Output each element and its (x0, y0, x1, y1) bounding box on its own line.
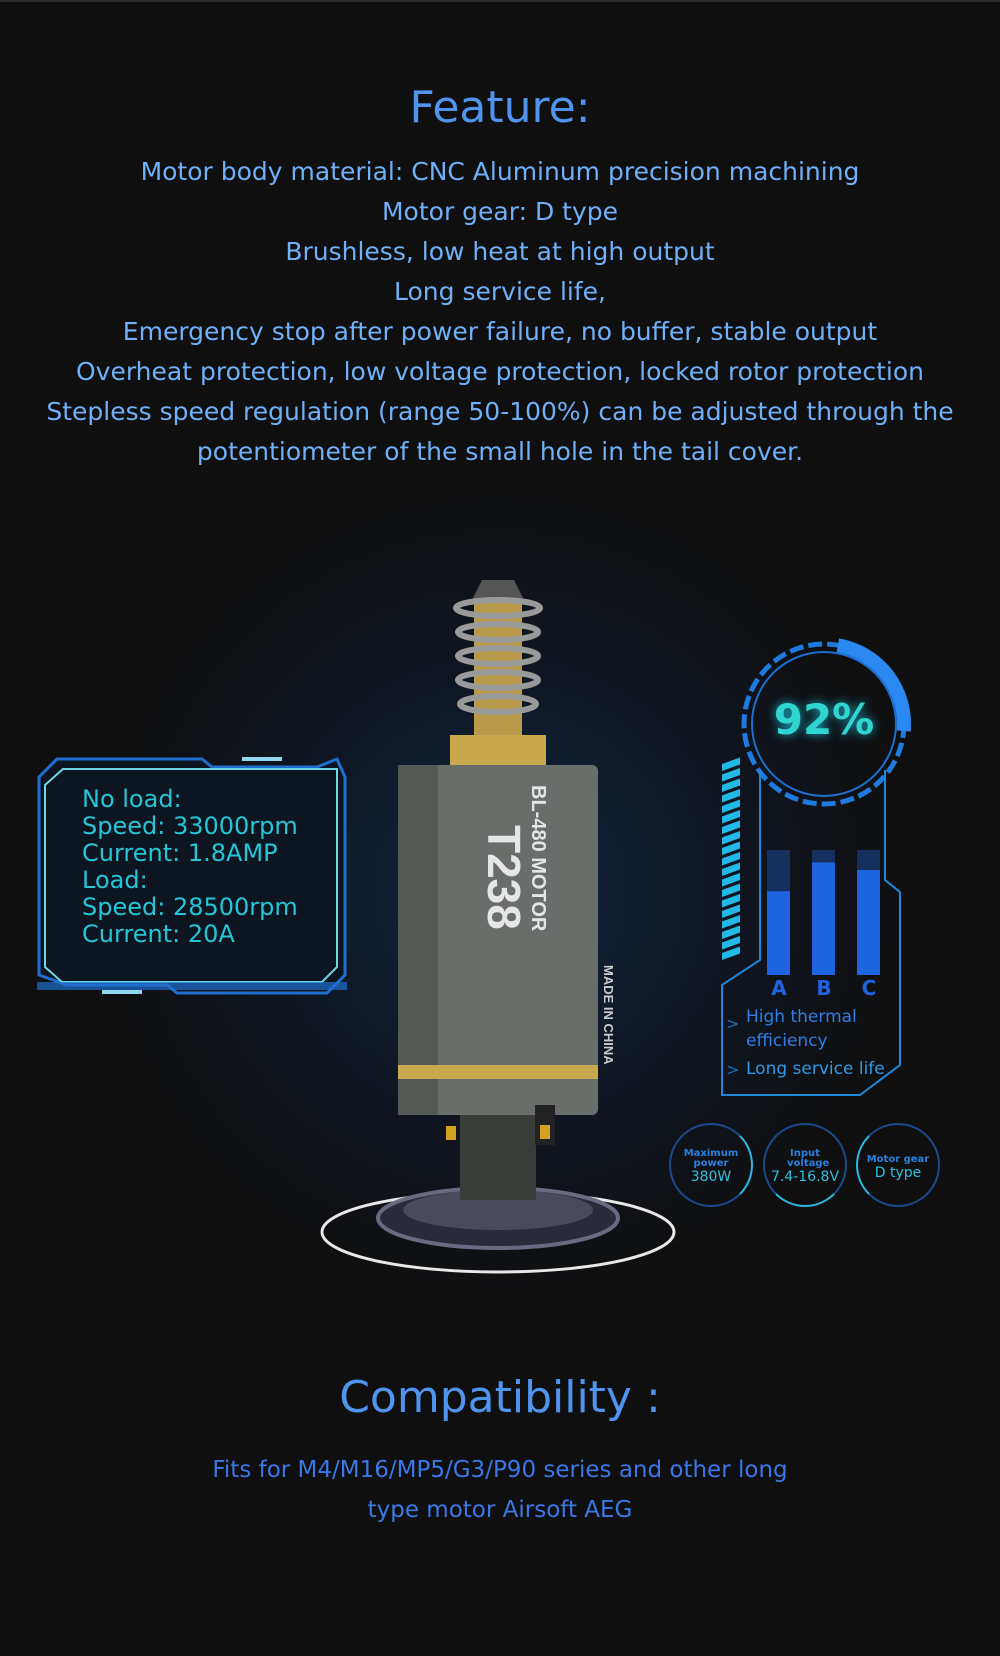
feature-high-thermal: High thermal efficiency (746, 1007, 857, 1051)
feature-title: Feature: (409, 82, 591, 133)
level-tick (722, 851, 740, 866)
level-tick (722, 809, 740, 824)
spec-line: Speed: 28500rpm (82, 893, 298, 921)
badge-value: 7.4-16.8V (770, 1169, 840, 1185)
level-tick (722, 925, 740, 939)
motor-model-label: BL-480 MOTOR (527, 785, 549, 932)
badge-value: 380W (690, 1169, 732, 1185)
motor-origin-label: MADE IN CHINA (601, 965, 616, 1065)
level-tick (722, 946, 740, 960)
feature-line: Stepless speed regulation (range 50-100%… (46, 397, 954, 426)
level-tick (722, 904, 740, 918)
level-tick (722, 799, 740, 813)
level-tick (722, 841, 740, 855)
spec-line: Load: (82, 866, 148, 894)
efficiency-panel (721, 638, 911, 1096)
level-tick (722, 757, 740, 771)
spec-line: Speed: 33000rpm (82, 812, 298, 840)
specs-panel-frame (37, 757, 347, 995)
level-tick (722, 872, 740, 887)
badge-motor-gear: Motor gear D type (856, 1123, 940, 1207)
level-tick (722, 788, 740, 803)
bar-label-c: C (861, 976, 877, 1000)
feature-long-life: Long service life (746, 1059, 885, 1079)
badge-input-voltage: Input voltage 7.4-16.8V (763, 1123, 847, 1207)
level-tick (722, 767, 740, 782)
feature-line: Motor body material: CNC Aluminum precis… (140, 157, 860, 186)
motor-brand-label: T238 (478, 825, 530, 930)
badge-label: Input voltage (787, 1148, 830, 1169)
chevron-right-icon: > (726, 1014, 740, 1033)
feature-line: Motor gear: D type (381, 197, 618, 226)
feature-list: Motor body material: CNC Aluminum precis… (0, 152, 1000, 472)
chevron-right-icon: > (726, 1060, 740, 1079)
bar-label-a: A (771, 976, 787, 1000)
badge-label: Maximum power (683, 1148, 739, 1169)
feature-line: Long service life, (394, 277, 606, 306)
bar-fill-b (812, 862, 835, 975)
gauge-arc (836, 638, 911, 732)
spec-line: No load: (82, 785, 182, 813)
bar-fill-c (857, 870, 880, 975)
spec-line: Current: 20A (82, 920, 235, 948)
feature-line: Brushless, low heat at high output (285, 237, 715, 266)
level-tick (722, 883, 740, 897)
efficiency-value: 92% (773, 695, 875, 744)
feature-line: Emergency stop after power failure, no b… (122, 317, 878, 346)
badge-label: Motor gear (866, 1154, 930, 1165)
top-divider (0, 0, 1000, 2)
specs-panel-text: No load: Speed: 33000rpm Current: 1.8AMP… (82, 786, 298, 948)
compatibility-title: Compatibility : (339, 1372, 661, 1423)
level-tick (722, 893, 740, 908)
compat-line: Fits for M4/M16/MP5/G3/P90 series and ot… (212, 1457, 788, 1483)
bar-fill-a (767, 891, 790, 975)
level-tick (722, 820, 740, 834)
feature-line: potentiometer of the small hole in the t… (196, 437, 804, 466)
badge-value: D type (874, 1165, 922, 1181)
level-tick (722, 778, 740, 792)
level-tick (722, 914, 740, 929)
level-tick (722, 935, 740, 950)
level-tick (722, 830, 740, 845)
compat-line: type motor Airsoft AEG (367, 1497, 633, 1523)
feature-line: Overheat protection, low voltage protect… (75, 357, 924, 386)
spec-line: Current: 1.8AMP (82, 839, 278, 867)
compatibility-text: Fits for M4/M16/MP5/G3/P90 series and ot… (0, 1450, 1000, 1530)
motor-image: BL-480 MOTOR T238 MADE IN CHINA (320, 580, 676, 1274)
badge-max-power: Maximum power 380W (669, 1123, 753, 1207)
level-tick (722, 862, 740, 876)
bar-label-b: B (816, 976, 832, 1000)
